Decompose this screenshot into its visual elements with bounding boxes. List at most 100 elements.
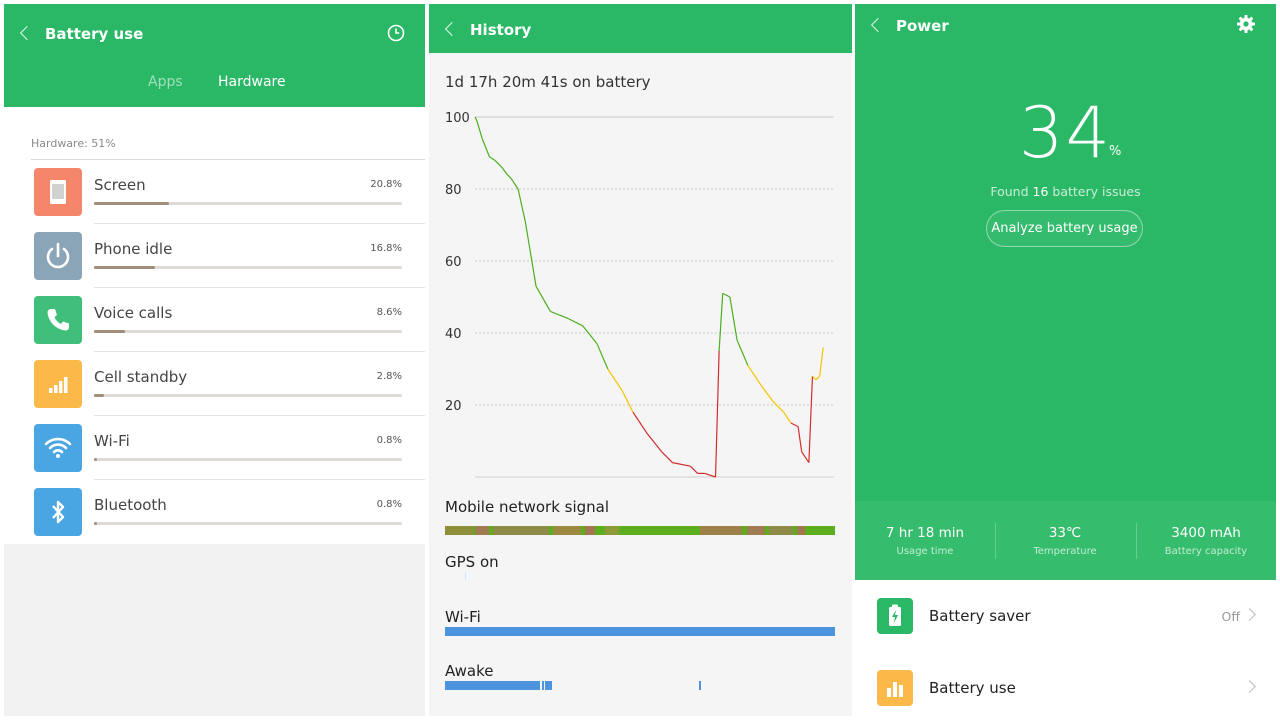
usage-bar-fill (94, 522, 97, 525)
battery-line-segment (689, 465, 699, 474)
wifi-track (445, 627, 835, 636)
tab-hardware[interactable]: Hardware (218, 74, 286, 90)
gear-icon[interactable] (1236, 14, 1256, 34)
battery-line-segment (790, 422, 799, 428)
history-screen: History 1d 17h 20m 41s on battery 100 80 6… (429, 4, 852, 716)
battery-line-segment (494, 159, 503, 168)
power-screen: Power 34 % Found 16 battery issues Analy… (855, 4, 1276, 716)
hardware-name: Phone idle (94, 240, 173, 258)
power-icon (34, 232, 82, 280)
battery-use-screen: Battery use Apps Hardware Hardware: 51% … (4, 4, 425, 716)
battery-line-segment (476, 120, 483, 139)
battery-line-segment (646, 433, 663, 453)
battery-line-segment (736, 339, 749, 366)
stats-bar: 7 hr 18 min Usage time 33℃ Temperature 3… (855, 501, 1276, 580)
battery-line-segment (819, 347, 824, 377)
battery-line-segment (501, 167, 508, 175)
tab-apps[interactable]: Apps (148, 74, 183, 90)
usage-bar-fill (94, 202, 169, 205)
hardware-row-phone-idle[interactable]: Phone idle 16.8% (4, 224, 425, 288)
battery-line-segment (801, 451, 810, 463)
cell-signal-icon (34, 360, 82, 408)
battery-line-segment (517, 188, 526, 222)
y-tick-label: 60 (445, 255, 462, 270)
back-arrow-icon[interactable] (18, 26, 32, 40)
divider (1136, 523, 1137, 559)
back-arrow-icon[interactable] (869, 18, 883, 32)
analyze-battery-button[interactable]: Analyze battery usage (986, 210, 1143, 247)
wifi-label: Wi-Fi (445, 608, 481, 626)
usage-bar-fill (94, 394, 104, 397)
battery-line-segment (481, 138, 490, 157)
screen-icon (34, 168, 82, 216)
on-battery-duration: 1d 17h 20m 41s on battery (445, 73, 651, 91)
hardware-row-cell-standby[interactable]: Cell standby 2.8% (4, 352, 425, 416)
hardware-name: Bluetooth (94, 496, 167, 514)
hardware-row-voice-calls[interactable]: Voice calls 8.6% (4, 288, 425, 352)
usage-bar (94, 330, 402, 333)
battery-issues-text: Found 16 battery issues (990, 184, 1141, 199)
usage-bar-fill (94, 266, 155, 269)
battery-line-segment (524, 221, 537, 287)
history-clock-icon[interactable] (386, 23, 406, 43)
bluetooth-icon (34, 488, 82, 536)
hardware-percent: 20.8% (370, 179, 402, 190)
chevron-right-icon (1243, 680, 1256, 693)
divider (94, 351, 425, 352)
y-tick-label: 40 (445, 327, 462, 342)
hardware-name: Screen (94, 176, 146, 194)
divider (94, 415, 425, 416)
power-overview: Power 34 % Found 16 battery issues Analy… (855, 4, 1276, 580)
awake-label: Awake (445, 662, 494, 680)
page-title: History (470, 21, 532, 39)
hardware-row-bluetooth[interactable]: Bluetooth 0.8% (4, 480, 425, 544)
usage-bar (94, 202, 402, 205)
battery-line-segment (582, 325, 598, 345)
battery-history-chart: 100 80 60 40 20 (445, 111, 834, 478)
battery-saver-row[interactable]: Battery saver Off (855, 580, 1276, 652)
battery-use-row[interactable]: Battery use (855, 652, 1276, 716)
hardware-name: Wi-Fi (94, 432, 130, 450)
battery-level: 34 (1018, 92, 1113, 174)
hardware-percent: 16.8% (370, 243, 402, 254)
battery-use-label: Battery use (929, 679, 1016, 697)
usage-time-stat: 7 hr 18 min Usage time (885, 525, 965, 557)
y-tick-label: 20 (445, 399, 462, 414)
hardware-row-screen[interactable]: Screen 20.8% (4, 160, 425, 224)
chevron-right-icon (1243, 608, 1256, 621)
battery-line-segment (772, 400, 785, 413)
section-label: Hardware: 51% (31, 137, 116, 150)
divider (31, 159, 425, 160)
battery-line-segment (596, 343, 609, 370)
back-arrow-icon[interactable] (443, 22, 457, 36)
hardware-percent: 0.8% (376, 499, 402, 510)
usage-bar (94, 458, 402, 461)
bar-chart-icon (877, 670, 913, 706)
usage-bar-fill (94, 330, 125, 333)
hardware-percent: 8.6% (376, 307, 402, 318)
battery-line-segment (747, 365, 763, 388)
battery-line-segment (474, 116, 478, 121)
divider (995, 523, 996, 559)
hardware-row-wi-fi[interactable]: Wi-Fi 0.8% (4, 416, 425, 480)
hardware-list: Hardware: 51% Screen 20.8% Phone idle 16.8%… (4, 107, 425, 544)
battery-line-segment (506, 174, 512, 179)
mobile-signal-track (445, 526, 835, 535)
battery-line-segment (550, 310, 569, 320)
page-title: Battery use (45, 25, 144, 43)
battery-line-segment (661, 451, 673, 464)
mobile-signal-label: Mobile network signal (445, 498, 610, 516)
hardware-percent: 0.8% (376, 435, 402, 446)
page-title: Power (896, 17, 949, 35)
wifi-icon (34, 424, 82, 472)
battery-use-header: Battery use Apps Hardware (4, 4, 425, 107)
battery-line-segment (761, 386, 774, 402)
y-tick-label: 100 (445, 111, 470, 126)
divider (94, 479, 425, 480)
battery-line-segment (632, 411, 648, 435)
battery-line-segment (722, 292, 731, 298)
battery-line-segment (489, 156, 496, 161)
usage-bar (94, 522, 402, 525)
hardware-name: Cell standby (94, 368, 188, 386)
awake-track (445, 681, 701, 690)
